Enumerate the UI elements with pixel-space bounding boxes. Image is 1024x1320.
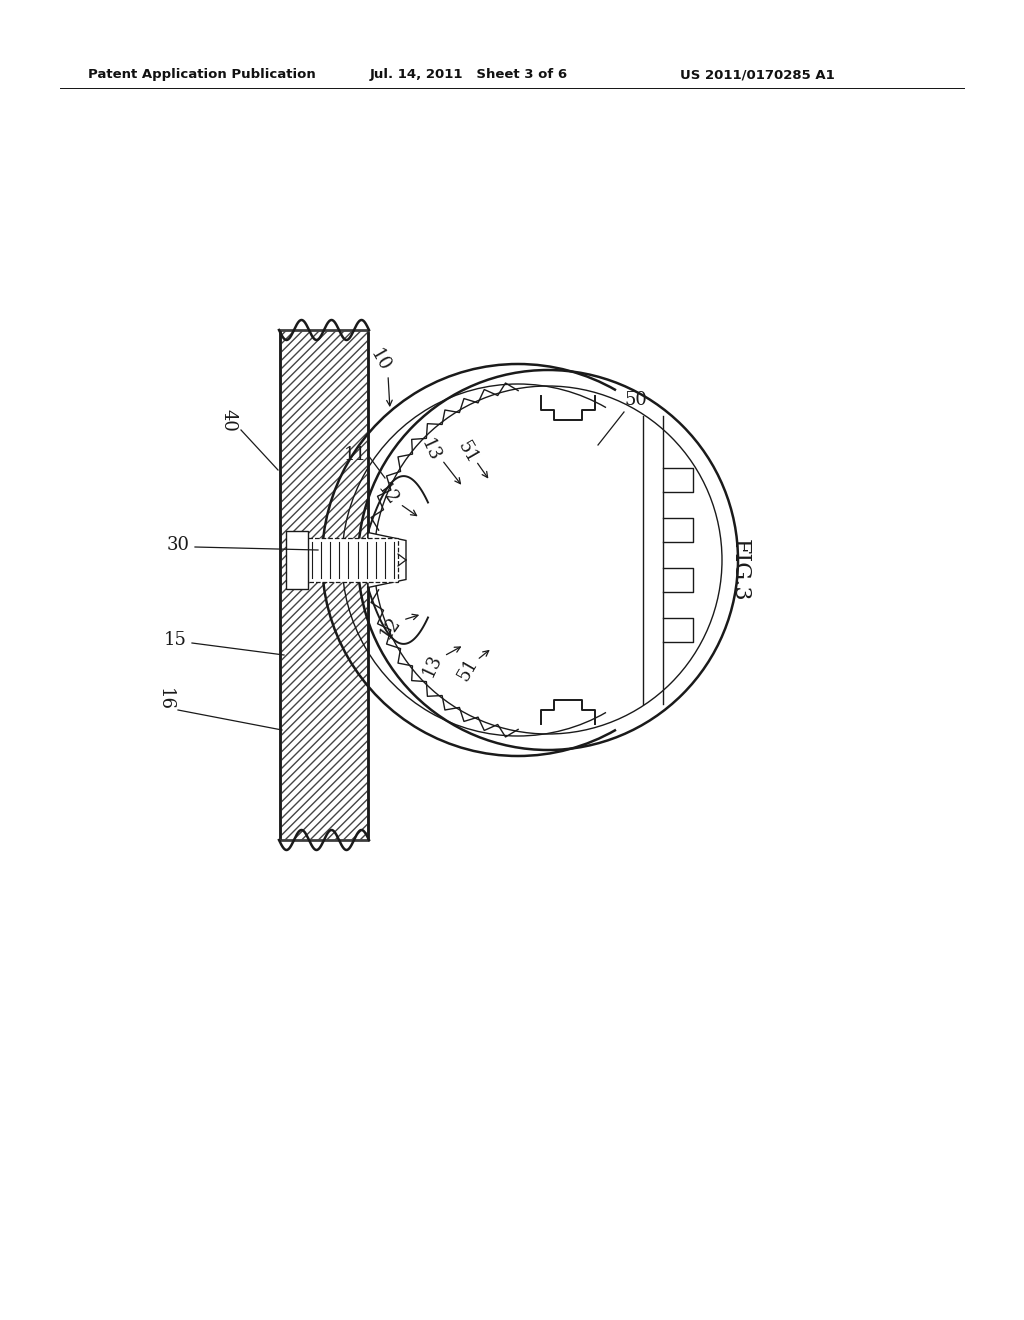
Text: 15: 15	[164, 631, 186, 649]
Text: 10: 10	[367, 346, 393, 375]
Circle shape	[374, 385, 722, 734]
Text: Jul. 14, 2011   Sheet 3 of 6: Jul. 14, 2011 Sheet 3 of 6	[370, 69, 568, 81]
Text: 13: 13	[417, 436, 443, 465]
Text: 40: 40	[219, 409, 237, 432]
Text: Patent Application Publication: Patent Application Publication	[88, 69, 315, 81]
Polygon shape	[280, 330, 368, 840]
Text: 50: 50	[625, 391, 647, 409]
Text: 13: 13	[419, 651, 445, 680]
Text: 12: 12	[376, 614, 403, 643]
Text: 51: 51	[455, 656, 481, 684]
Bar	[286, 531, 308, 589]
Text: 51: 51	[455, 438, 481, 466]
Polygon shape	[368, 532, 406, 587]
Bar	[288, 539, 398, 582]
Text: 30: 30	[167, 536, 189, 554]
Text: 12: 12	[373, 480, 401, 510]
Text: 16: 16	[156, 689, 174, 711]
Text: US 2011/0170285 A1: US 2011/0170285 A1	[680, 69, 835, 81]
Text: 11: 11	[343, 446, 367, 465]
Text: FIG.3: FIG.3	[729, 539, 751, 602]
